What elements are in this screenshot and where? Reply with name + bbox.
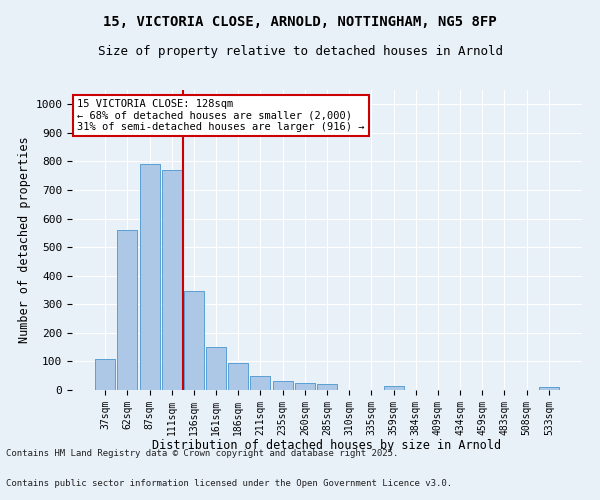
Bar	[317, 384, 337, 390]
Bar	[95, 358, 115, 390]
Bar	[118, 230, 137, 390]
Bar	[184, 292, 204, 390]
Bar	[539, 387, 559, 390]
Text: Contains public sector information licensed under the Open Government Licence v3: Contains public sector information licen…	[6, 478, 452, 488]
Bar	[295, 383, 315, 390]
Bar	[206, 347, 226, 390]
Bar	[250, 376, 271, 390]
X-axis label: Distribution of detached houses by size in Arnold: Distribution of detached houses by size …	[152, 439, 502, 452]
Text: 15, VICTORIA CLOSE, ARNOLD, NOTTINGHAM, NG5 8FP: 15, VICTORIA CLOSE, ARNOLD, NOTTINGHAM, …	[103, 15, 497, 29]
Text: 15 VICTORIA CLOSE: 128sqm
← 68% of detached houses are smaller (2,000)
31% of se: 15 VICTORIA CLOSE: 128sqm ← 68% of detac…	[77, 99, 365, 132]
Text: Contains HM Land Registry data © Crown copyright and database right 2025.: Contains HM Land Registry data © Crown c…	[6, 448, 398, 458]
Bar	[162, 170, 182, 390]
Y-axis label: Number of detached properties: Number of detached properties	[18, 136, 31, 344]
Bar	[228, 363, 248, 390]
Bar	[272, 382, 293, 390]
Bar	[140, 164, 160, 390]
Text: Size of property relative to detached houses in Arnold: Size of property relative to detached ho…	[97, 45, 503, 58]
Bar	[383, 386, 404, 390]
